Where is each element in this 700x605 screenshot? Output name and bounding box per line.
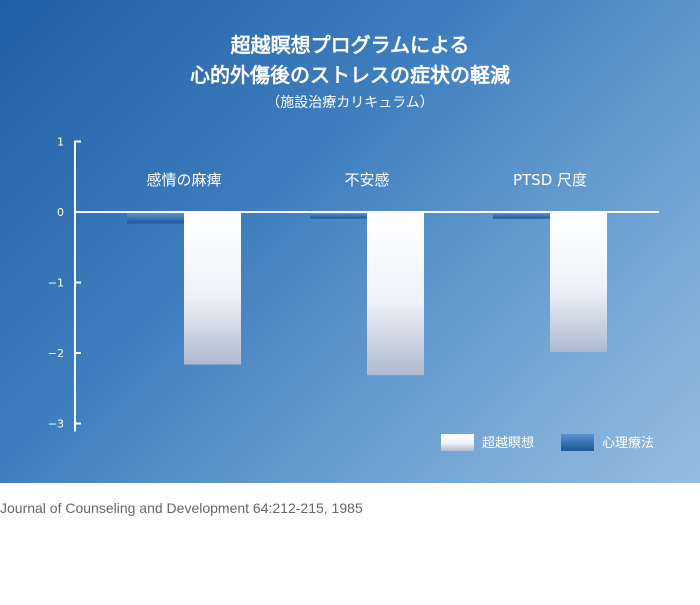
- bar-tm: [184, 213, 241, 365]
- chart-title-line-2: 心的外傷後のストレスの症状の軽減: [190, 63, 510, 87]
- y-tick-label: 1: [57, 136, 64, 149]
- y-tick-label: −2: [48, 347, 64, 360]
- chart-subtitle: （施設治療カリキュラム）: [266, 95, 434, 111]
- bar-psychotherapy: [127, 213, 184, 224]
- legend-swatch: [561, 434, 594, 451]
- legend-label: 心理療法: [602, 436, 654, 451]
- bar-psychotherapy: [310, 213, 367, 219]
- legend-label: 超越瞑想: [482, 435, 534, 451]
- bar-tm: [367, 213, 424, 376]
- y-tick-label: −1: [48, 277, 64, 290]
- legend-swatch: [441, 434, 474, 451]
- source-citation: Journal of Counseling and Development 64…: [0, 500, 363, 516]
- category-label: PTSD 尺度: [513, 171, 587, 189]
- category-label: 不安感: [344, 171, 389, 189]
- category-label: 感情の麻痺: [146, 171, 221, 189]
- chart-title: 超越瞑想プログラムによる 心的外傷後のストレスの症状の軽減: [0, 30, 700, 90]
- bar-tm: [550, 213, 607, 352]
- bar-psychotherapy: [493, 213, 550, 219]
- y-tick-label: −3: [48, 418, 64, 431]
- chart-title-line-1: 超越瞑想プログラムによる: [230, 33, 470, 57]
- y-tick-label: 0: [57, 206, 64, 219]
